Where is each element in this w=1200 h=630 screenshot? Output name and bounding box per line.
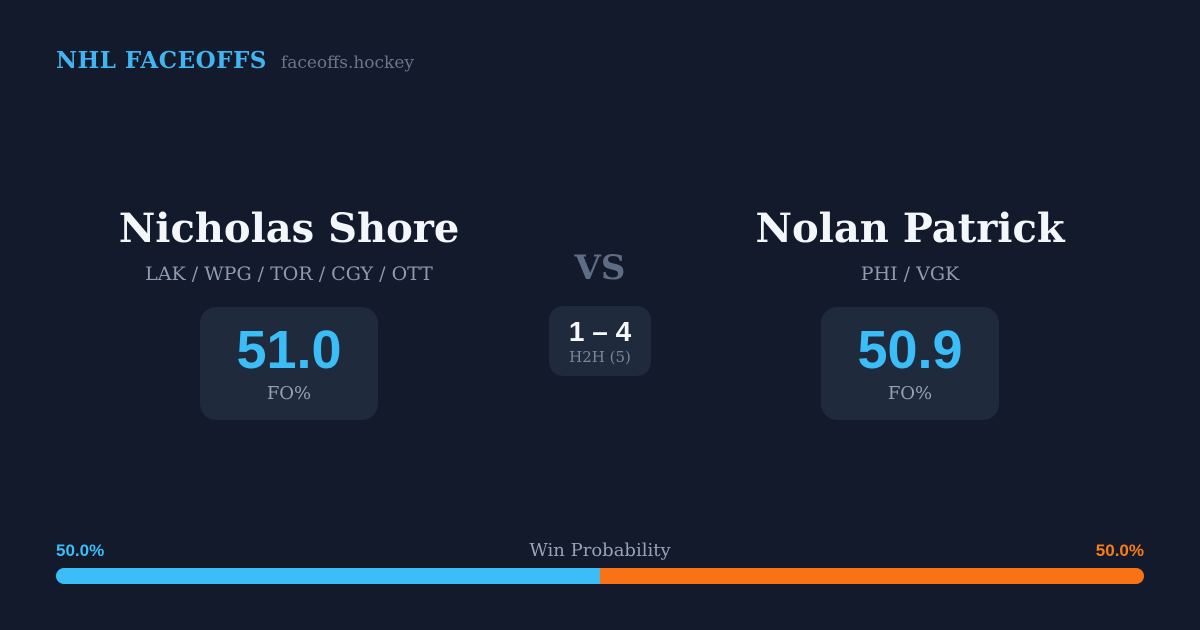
win-probability-labels: 50.0% Win Probability 50.0% [56,540,1144,561]
player-left-column: Nicholas Shore LAK / WPG / TOR / CGY / O… [56,205,522,421]
win-probability-left-value: 50.0% [56,541,105,560]
header: NHL FACEOFFS faceoffs.hockey [56,47,414,74]
vs-label: VS [574,248,626,288]
player-left-teams: LAK / WPG / TOR / CGY / OTT [145,263,433,285]
player-right-fo-value: 50.9 [857,320,963,380]
player-right-fo-label: FO% [887,383,933,405]
player-left-name: Nicholas Shore [118,205,460,252]
h2h-label: H2H (5) [569,348,631,367]
h2h-box: 1 – 4 H2H (5) [548,305,652,377]
win-probability-title: Win Probability [529,540,671,561]
win-bar-right [600,568,1144,584]
versus-column: VS 1 – 4 H2H (5) [520,248,680,377]
player-right-name: Nolan Patrick [755,205,1065,252]
win-probability-right-value: 50.0% [1095,541,1144,560]
player-right-teams: PHI / VGK [860,263,960,285]
player-left-fo-box: 51.0 FO% [200,307,378,421]
win-probability-bar [56,568,1144,584]
win-bar-left [56,568,600,584]
player-right-column: Nolan Patrick PHI / VGK 50.9 FO% [677,205,1143,421]
player-left-fo-value: 51.0 [236,320,342,380]
brand-title: NHL FACEOFFS [56,47,267,74]
player-left-fo-label: FO% [266,383,312,405]
h2h-score: 1 – 4 [568,315,632,347]
site-url: faceoffs.hockey [280,53,415,73]
player-right-fo-box: 50.9 FO% [821,307,999,421]
